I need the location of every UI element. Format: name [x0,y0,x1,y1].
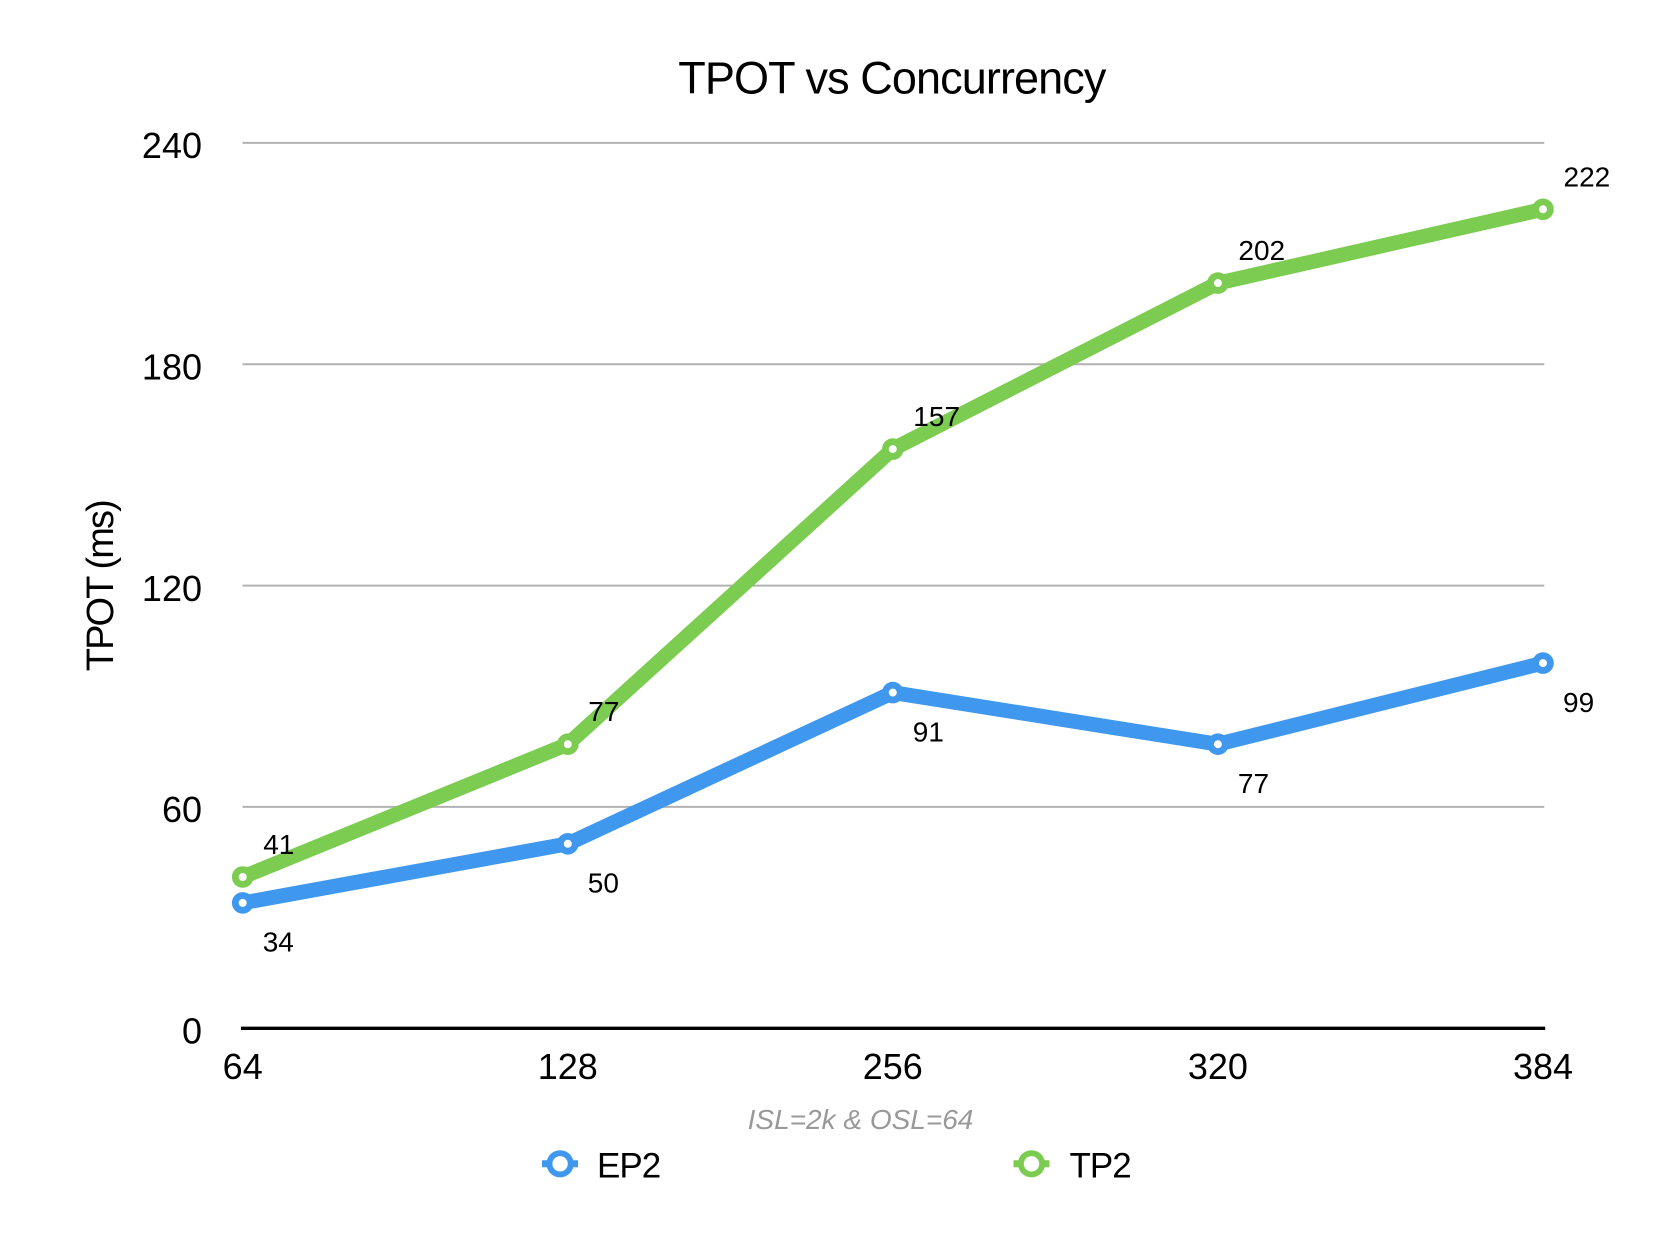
svg-text:0: 0 [182,1011,202,1052]
svg-text:120: 120 [142,568,202,609]
svg-text:60: 60 [162,789,202,830]
svg-text:180: 180 [142,346,202,387]
svg-text:64: 64 [223,1046,263,1087]
svg-text:240: 240 [142,125,202,166]
svg-text:91: 91 [913,716,944,747]
svg-text:EP2: EP2 [597,1146,660,1185]
svg-text:77: 77 [588,696,619,727]
svg-text:ISL=2k & OSL=64: ISL=2k & OSL=64 [748,1104,974,1135]
svg-text:77: 77 [1238,768,1269,799]
svg-text:TP2: TP2 [1070,1146,1131,1185]
svg-text:202: 202 [1238,235,1285,266]
svg-text:128: 128 [538,1046,598,1087]
svg-text:TPOT (ms): TPOT (ms) [80,501,122,671]
svg-text:34: 34 [263,927,294,958]
svg-text:41: 41 [263,829,294,860]
svg-text:320: 320 [1188,1046,1248,1087]
svg-text:384: 384 [1513,1046,1573,1087]
svg-text:99: 99 [1563,687,1594,718]
svg-text:256: 256 [863,1046,923,1087]
svg-text:157: 157 [913,401,960,432]
svg-text:50: 50 [588,868,619,899]
svg-text:TPOT vs Concurrency: TPOT vs Concurrency [678,53,1107,104]
svg-text:222: 222 [1564,161,1611,192]
